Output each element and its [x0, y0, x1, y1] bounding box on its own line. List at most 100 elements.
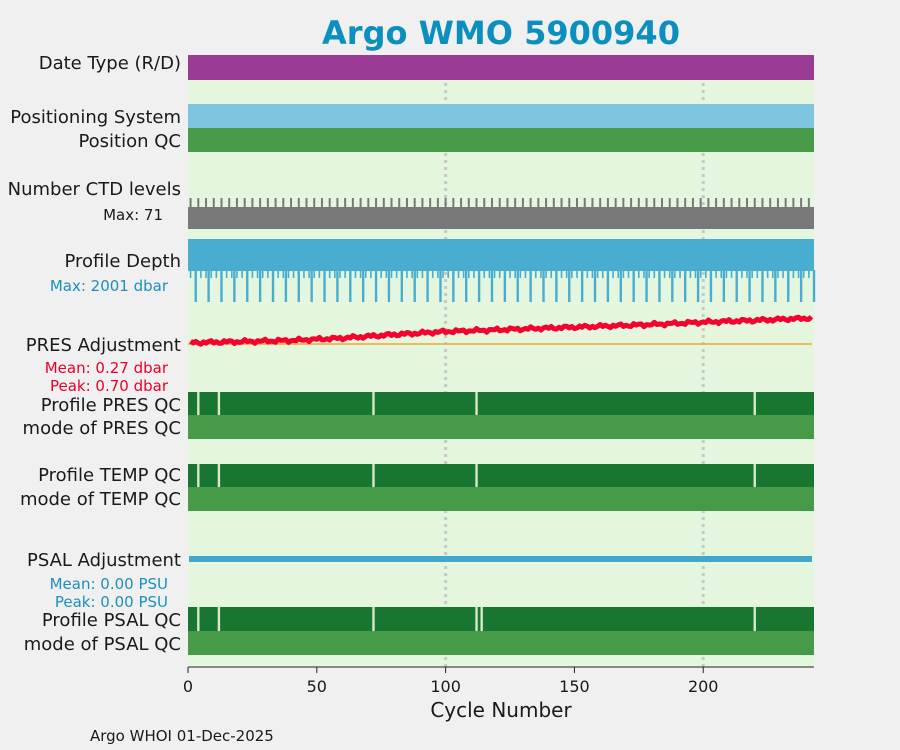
qc-gap-cycle-12	[217, 392, 221, 415]
profile-depth-bar	[529, 270, 532, 302]
profile-depth-tick	[200, 270, 202, 278]
ctd-level-bar	[467, 198, 470, 208]
profile-psal-qc-label: Profile PSAL QC	[42, 610, 181, 631]
profile-depth-bar	[400, 270, 404, 302]
profile-depth-tick	[648, 270, 650, 278]
pres-adjustment-mean: Mean: 0.27 dbar	[45, 359, 169, 377]
x-tick-label-50: 50	[307, 677, 327, 696]
psal-adjustment-mean: Mean: 0.00 PSU	[50, 575, 168, 593]
profile-depth-max: Max: 2001 dbar	[50, 277, 169, 295]
profile-depth-tick	[689, 270, 692, 278]
profile-depth-tick	[519, 270, 522, 278]
profile-pres-qc-gaps	[197, 392, 756, 415]
profile-depth-tick	[617, 270, 620, 278]
profile-depth-tick	[560, 270, 563, 278]
profile-depth-tick	[797, 270, 800, 278]
profile-depth-bar	[297, 270, 300, 302]
profile-depth-tick	[735, 270, 738, 278]
ctd-levels-label: Number CTD levels	[8, 179, 181, 200]
profile-depth-bar	[748, 270, 751, 302]
profile-depth-tick	[308, 270, 310, 278]
ctd-level-bar	[753, 198, 756, 208]
profile-depth-bar	[761, 270, 764, 302]
profile-depth-tick	[658, 270, 661, 278]
ctd-levels-base	[188, 207, 814, 229]
profile-depth-tick	[390, 270, 393, 278]
profile-depth-tick	[395, 270, 398, 278]
ctd-level-bar	[452, 198, 455, 208]
ctd-level-bar	[521, 198, 524, 208]
profile-depth-tick	[771, 270, 774, 278]
profile-depth-tick	[761, 270, 764, 278]
profile-depth-tick	[194, 270, 197, 278]
ctd-level-bar	[429, 198, 432, 208]
profile-depth-tick	[236, 270, 238, 278]
profile-depth-bar	[503, 270, 507, 302]
profile-depth-tick	[756, 270, 759, 278]
ctd-level-bar	[359, 198, 362, 208]
profile-depth-bar	[799, 270, 803, 302]
positioning-system-label: Positioning System	[10, 107, 181, 128]
profile-depth-bar	[722, 270, 726, 302]
profile-depth-tick	[684, 270, 686, 278]
ctd-levels-max: Max: 71	[103, 206, 163, 224]
profile-depth-tick	[287, 270, 290, 278]
ctd-level-bar	[560, 198, 563, 208]
qc-gap-cycle-4	[197, 464, 200, 487]
profile-depth-tick	[318, 270, 321, 278]
date-type-label: Date Type (R/D)	[39, 53, 181, 74]
profile-depth-tick	[663, 270, 666, 278]
profile-depth-tick	[632, 270, 635, 278]
ctd-level-bar	[583, 198, 586, 208]
profile-temp-qc-label: Profile TEMP QC	[38, 465, 181, 486]
qc-gap-cycle-220	[753, 392, 756, 415]
profile-depth-tick	[710, 270, 712, 278]
ctd-level-bar	[460, 198, 463, 208]
profile-depth-bar	[194, 270, 197, 302]
profile-depth-bar	[735, 270, 738, 302]
profile-depth-bar	[374, 270, 378, 302]
ctd-levels-bars	[188, 198, 814, 229]
profile-psal-qc-band	[188, 607, 814, 631]
profile-psal-qc-gaps	[197, 607, 756, 631]
profile-depth-tick	[210, 270, 212, 278]
profile-depth-bar	[387, 270, 391, 302]
profile-depth-bar	[310, 270, 313, 302]
profile-depth-tick	[189, 270, 192, 278]
profile-depth-bar	[284, 270, 288, 302]
x-tick-label-200: 200	[688, 677, 719, 696]
profile-depth-tick	[282, 270, 285, 278]
qc-gap-cycle-12	[217, 607, 221, 631]
profile-depth-tick	[277, 270, 279, 278]
profile-depth-tick	[792, 270, 795, 278]
profile-depth-bar	[323, 270, 326, 302]
profile-depth-tick	[303, 270, 305, 278]
ctd-level-bar	[591, 198, 594, 208]
ctd-level-bar	[776, 198, 779, 208]
profile-depth-tick	[725, 270, 728, 278]
profile-depth-tick	[437, 270, 439, 278]
ctd-level-bar	[444, 198, 447, 208]
profile-depth-base	[188, 239, 814, 271]
profile-depth-tick	[344, 270, 346, 278]
qc-gap-cycle-72	[372, 607, 375, 631]
profile-depth-tick	[638, 270, 640, 278]
pres-adjustment-label: PRES Adjustment	[26, 335, 181, 356]
profile-depth-tick	[586, 270, 589, 278]
qc-gap-cycle-12	[217, 464, 221, 487]
profile-depth-bars	[188, 239, 816, 302]
x-axis-label: Cycle Number	[430, 698, 572, 722]
ctd-level-bar	[514, 198, 517, 208]
profile-depth-tick	[447, 270, 449, 278]
ctd-level-bar	[313, 198, 316, 208]
qc-gap-cycle-220	[753, 464, 756, 487]
x-tick-label-150: 150	[559, 677, 590, 696]
ctd-level-bar	[235, 198, 238, 208]
x-tick-label-0: 0	[183, 677, 193, 696]
profile-depth-tick	[674, 270, 676, 278]
profile-depth-tick	[596, 270, 599, 278]
ctd-level-bar	[375, 198, 378, 208]
ctd-level-bar	[792, 198, 795, 208]
profile-depth-bar	[671, 270, 674, 302]
profile-depth-tick	[782, 270, 784, 278]
